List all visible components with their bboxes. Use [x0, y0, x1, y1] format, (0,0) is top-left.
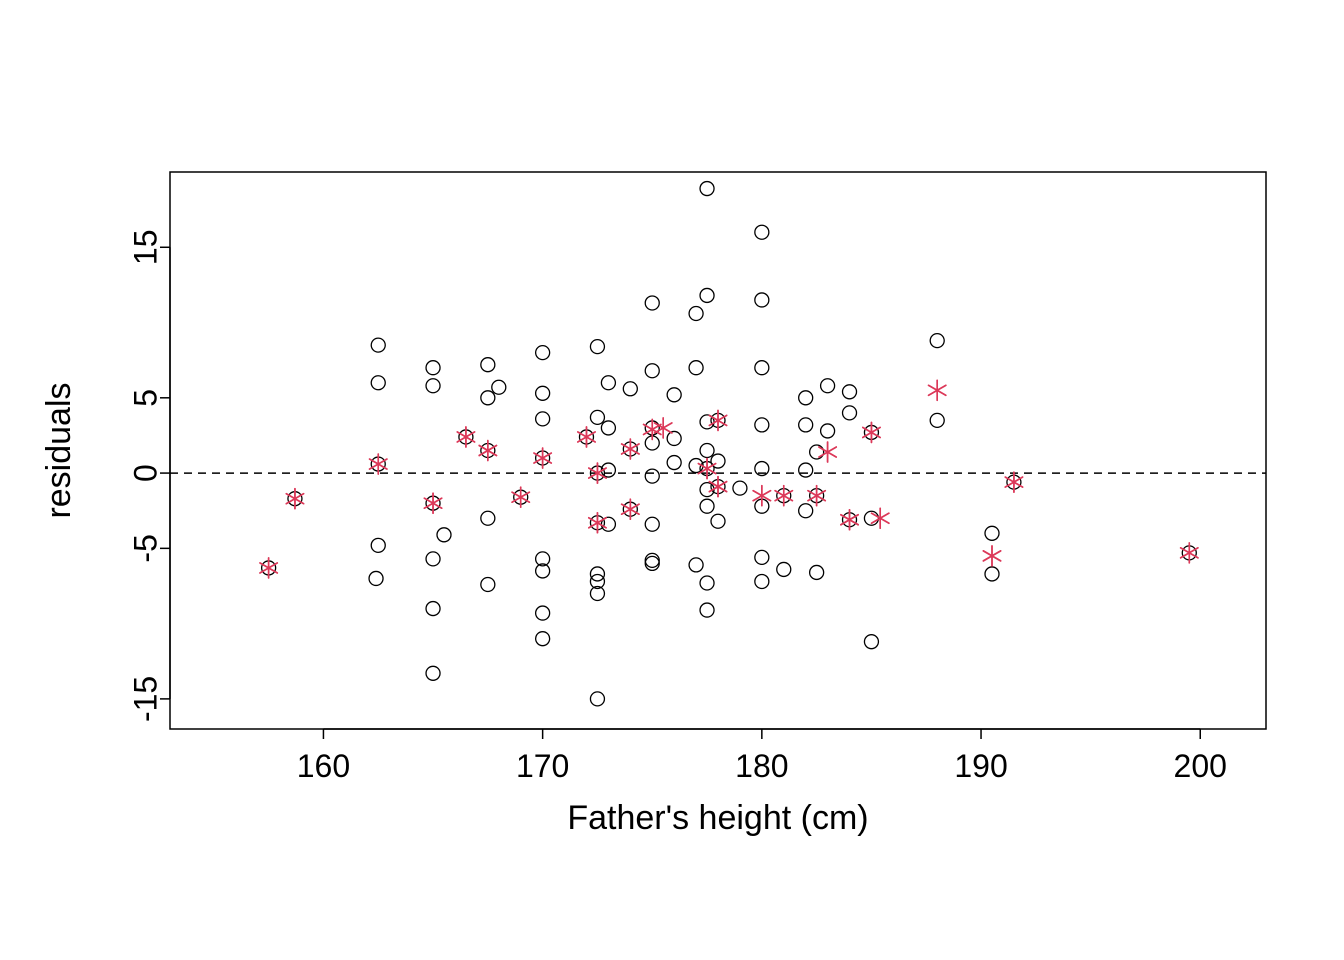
x-tick-label: 170 [516, 748, 569, 784]
y-axis-label: residuals [40, 382, 78, 518]
y-tick-label: 0 [127, 464, 163, 482]
y-tick-label: 15 [127, 229, 163, 265]
y-tick-label: -5 [127, 534, 163, 562]
x-axis-label: Father's height (cm) [567, 799, 868, 837]
scatter-plot: 160 170 180 190 200 -15 -5 0 5 15 Father's height … [0, 0, 1344, 960]
x-tick-label: 190 [954, 748, 1007, 784]
x-tick-label: 200 [1174, 748, 1227, 784]
x-tick-label: 180 [735, 748, 788, 784]
x-tick-label: 160 [297, 748, 350, 784]
chart-container: { "chart": { "type": "scatter", "width":… [0, 0, 1344, 960]
y-tick-label: -15 [127, 676, 163, 722]
y-tick-label: 5 [127, 389, 163, 407]
